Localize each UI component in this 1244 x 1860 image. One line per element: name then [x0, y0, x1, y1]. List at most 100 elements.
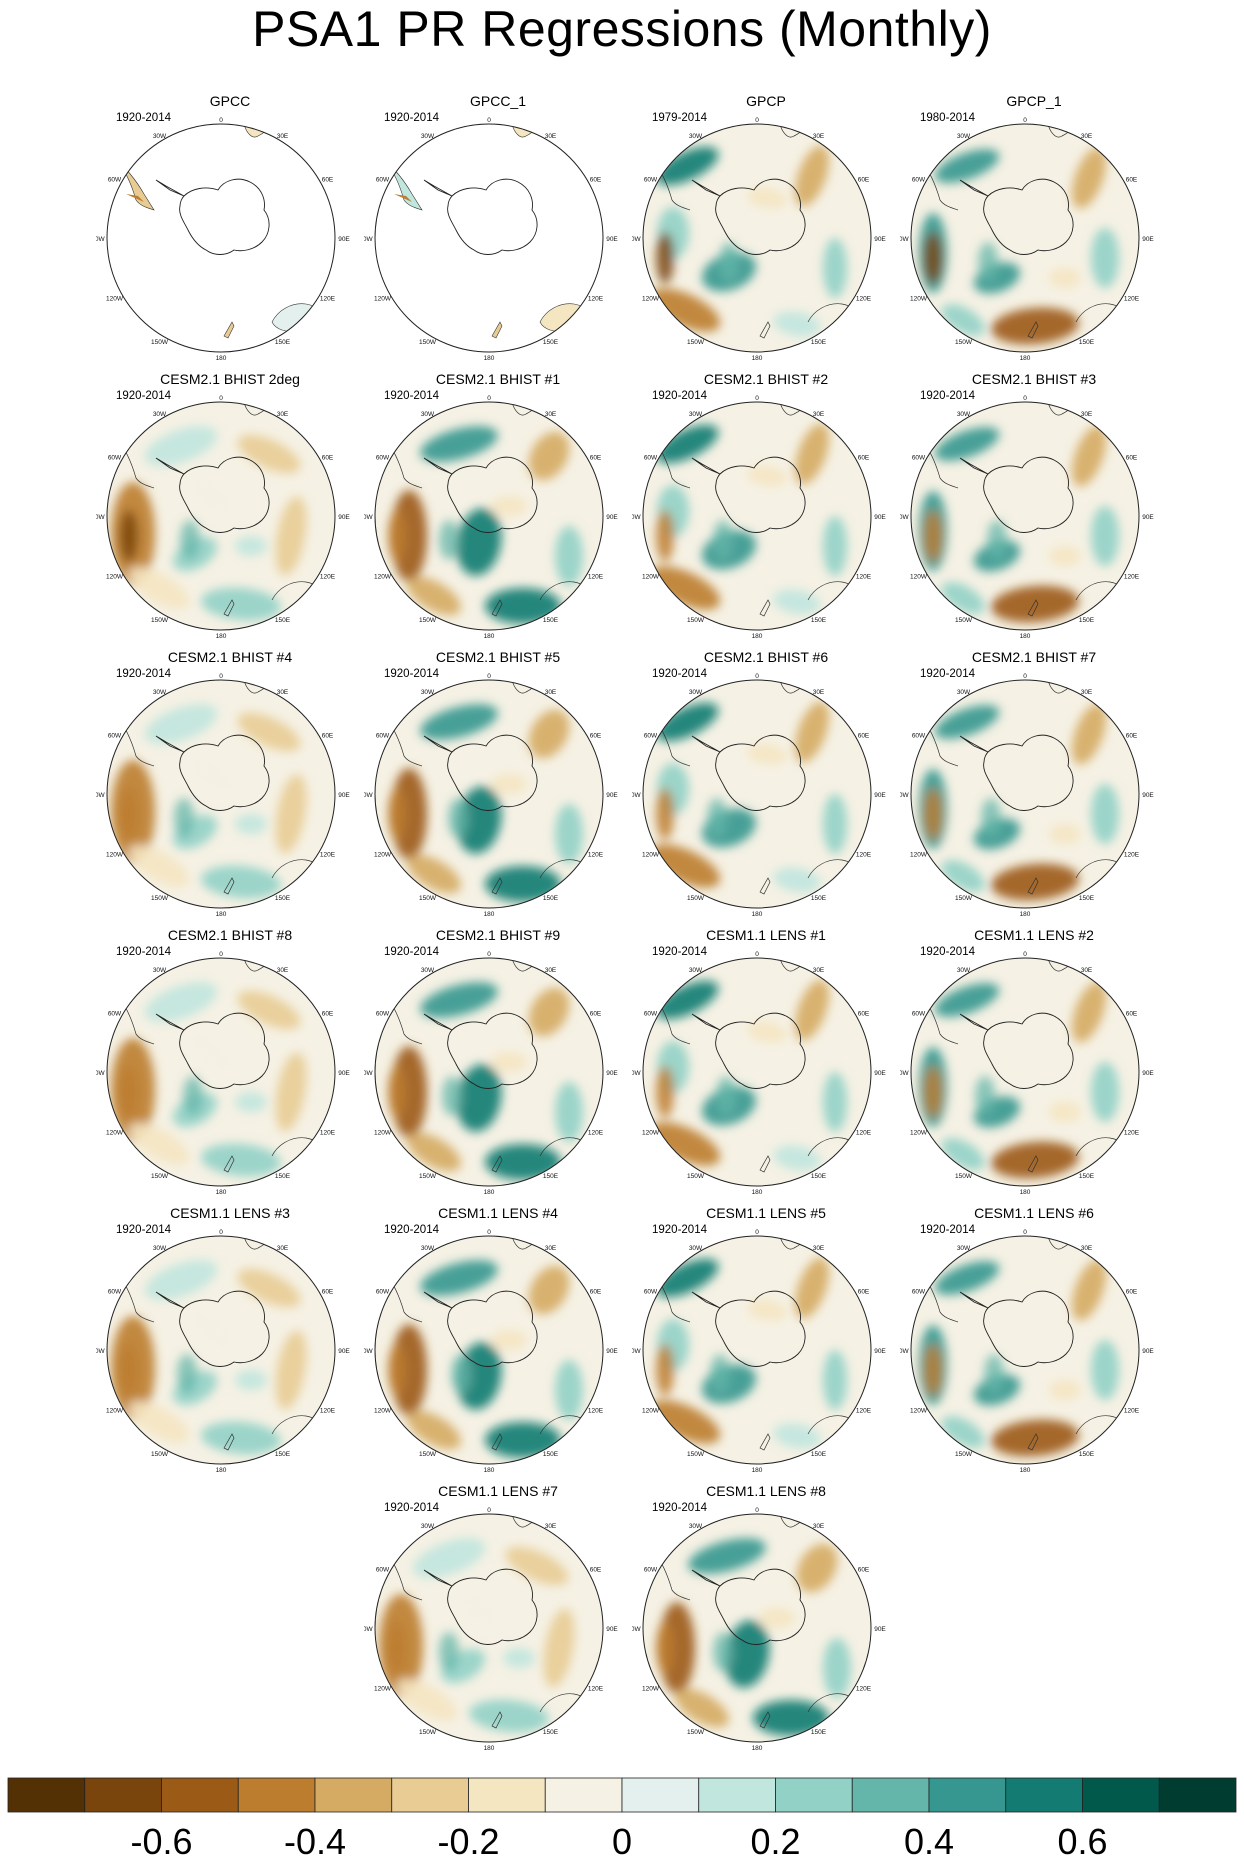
longitude-label: 120W: [106, 296, 124, 303]
polar-map: 0 30E 60E 90E 120E 150E 180 150W 120W 90W 60W 30W: [632, 1507, 886, 1752]
map-panel: CESM2.1 BHIST #5 1920-2014 0 30E 60E 90E 120E 1…: [364, 648, 632, 924]
longitude-label: 30E: [545, 689, 557, 696]
map-panel: CESM1.1 LENS #4 1920-2014 0 30E 60E 90E 120E 15…: [364, 1204, 632, 1480]
longitude-label: 90W: [364, 1348, 374, 1355]
longitude-label: 90W: [900, 1070, 910, 1077]
longitude-label: 0: [487, 1507, 491, 1514]
longitude-label: 150E: [1079, 617, 1095, 624]
longitude-label: 0: [219, 1229, 223, 1236]
longitude-label: 0: [487, 673, 491, 680]
panel-years: 1980-2014: [920, 112, 975, 124]
longitude-label: 120W: [106, 574, 124, 581]
longitude-label: 120W: [642, 852, 660, 859]
longitude-label: 60E: [1126, 177, 1138, 184]
longitude-label: 120E: [856, 296, 872, 303]
longitude-label: 120E: [856, 852, 872, 859]
colorbar-swatch: [1082, 1777, 1160, 1813]
panel-title: CESM2.1 BHIST #2: [703, 371, 829, 387]
longitude-label: 120E: [320, 574, 336, 581]
longitude-label: 30E: [277, 411, 289, 418]
colorbar-swatch: [7, 1777, 86, 1813]
longitude-label: 120E: [1124, 296, 1140, 303]
colorbar-swatch: [84, 1777, 162, 1813]
longitude-label: 30E: [1081, 1245, 1093, 1252]
antarctica-outline: [447, 456, 538, 533]
longitude-label: 30E: [277, 689, 289, 696]
longitude-label: 30W: [421, 133, 435, 140]
polar-map: 0 30E 60E 90E 120E 150E 180 150W 120W 90W 60W 30W: [364, 395, 618, 640]
longitude-label: 150W: [419, 617, 437, 624]
map-panel: CESM2.1 BHIST #7 1920-2014 0 30E 60E 90E 120E 1…: [900, 648, 1168, 924]
panel-years: 1920-2014: [116, 390, 171, 402]
longitude-label: 120E: [1124, 1408, 1140, 1415]
precip-field: [375, 680, 603, 908]
map-panel: CESM1.1 LENS #8 1920-2014 0 30E 60E 90E 120E 15…: [632, 1482, 900, 1758]
longitude-label: 90E: [606, 236, 618, 243]
map-boundary: [642, 957, 872, 1187]
longitude-label: 150E: [275, 617, 291, 624]
longitude-label: 30E: [1081, 689, 1093, 696]
longitude-label: 60E: [858, 177, 870, 184]
antarctica-outline: [715, 1012, 806, 1089]
map-boundary: [106, 1235, 336, 1465]
map-boundary: [642, 679, 872, 909]
longitude-label: 60E: [322, 177, 334, 184]
colorbar-swatch: [851, 1777, 930, 1813]
longitude-label: 120E: [588, 1130, 604, 1137]
panel-title: CESM1.1 LENS #4: [438, 1205, 558, 1221]
longitude-label: 0: [755, 673, 759, 680]
map-boundary: [374, 401, 604, 631]
longitude-label: 30E: [1081, 967, 1093, 974]
longitude-label: 120E: [856, 1686, 872, 1693]
polar-map: 0 30E 60E 90E 120E 150E 180 150W 120W 90W 60W 30W: [900, 117, 1154, 362]
longitude-label: 60E: [1126, 1011, 1138, 1018]
precip-field: [911, 958, 1139, 1186]
longitude-label: 30W: [421, 689, 435, 696]
panel-title: CESM2.1 BHIST #6: [703, 649, 829, 665]
longitude-label: 30W: [957, 1245, 971, 1252]
longitude-label: 120E: [856, 1130, 872, 1137]
longitude-label: 150W: [419, 1173, 437, 1180]
panel-title: GPCC_1: [469, 93, 527, 109]
panel-years: 1920-2014: [116, 1224, 171, 1236]
longitude-label: 120W: [374, 1130, 392, 1137]
longitude-label: 150W: [955, 617, 973, 624]
longitude-label: 30E: [277, 967, 289, 974]
longitude-label: 180: [216, 355, 227, 362]
longitude-label: 150E: [811, 617, 827, 624]
longitude-label: 60E: [590, 177, 602, 184]
longitude-label: 30E: [1081, 133, 1093, 140]
panel-title: CESM2.1 BHIST #4: [167, 649, 293, 665]
longitude-label: 90E: [874, 1070, 886, 1077]
panel-years: 1920-2014: [920, 390, 975, 402]
longitude-label: 0: [487, 1229, 491, 1236]
longitude-label: 150E: [1079, 1451, 1095, 1458]
longitude-label: 150W: [151, 1173, 169, 1180]
longitude-label: 180: [484, 1745, 495, 1752]
polar-map: 0 30E 60E 90E 120E 150E 180 150W 120W 90W 60W 30W: [364, 673, 618, 918]
antarctica-outline: [983, 734, 1074, 811]
longitude-label: 150W: [687, 617, 705, 624]
longitude-label: 120E: [588, 1408, 604, 1415]
longitude-label: 60W: [376, 177, 390, 184]
longitude-label: 120W: [642, 1408, 660, 1415]
colorbar-swatch: [314, 1777, 393, 1813]
longitude-label: 90W: [900, 236, 910, 243]
panel-title: GPCC: [209, 93, 251, 109]
longitude-label: 120W: [374, 296, 392, 303]
longitude-label: 150W: [151, 617, 169, 624]
polar-map: 0 30E 60E 90E 120E 150E 180 150W 120W 90W 60W 30W: [364, 951, 618, 1196]
longitude-label: 30W: [153, 133, 167, 140]
longitude-label: 150E: [543, 339, 559, 346]
longitude-label: 120E: [588, 1686, 604, 1693]
longitude-label: 120W: [374, 852, 392, 859]
longitude-label: 0: [1023, 673, 1027, 680]
longitude-label: 30E: [545, 133, 557, 140]
map-panel: CESM2.1 BHIST #1 1920-2014 0 30E 60E 90E 120E 1…: [364, 370, 632, 646]
precip-field: [107, 958, 335, 1186]
longitude-label: 120E: [1124, 574, 1140, 581]
longitude-label: 120E: [320, 1408, 336, 1415]
panel-title: GPCP: [746, 93, 786, 109]
longitude-label: 150W: [419, 1729, 437, 1736]
map-panel: GPCP 1979-2014 0 30E 60E 90E 120E 150E 180 150W 12…: [632, 92, 900, 368]
